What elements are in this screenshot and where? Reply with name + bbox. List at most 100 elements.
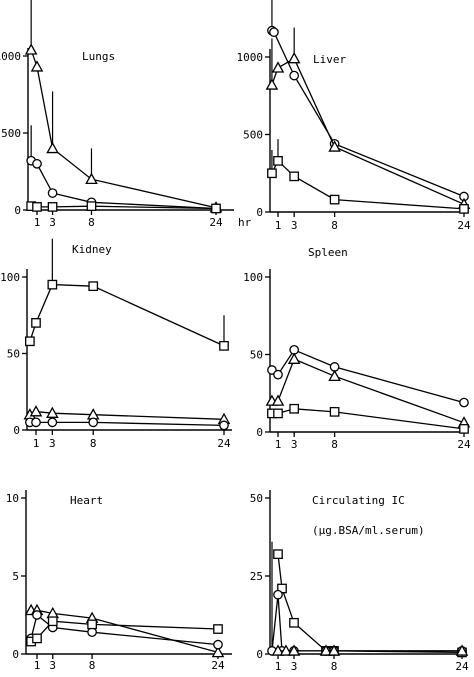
triangle-marker xyxy=(29,405,43,417)
square-marker xyxy=(32,202,42,212)
x-tick-label: 1 xyxy=(275,438,282,451)
square-marker xyxy=(289,403,300,414)
triangle-marker xyxy=(85,172,98,185)
circle-marker xyxy=(273,369,283,380)
panel-6: 0 25 50 1 3 8 24 Circulating IC (µg.BSA/ml.serum… xyxy=(250,490,469,673)
series-line xyxy=(271,594,462,652)
y-tick-label: 0 xyxy=(256,648,263,661)
y-tick-label: 1000 xyxy=(237,51,264,64)
series-circle xyxy=(267,0,469,202)
x-tick-label: 24 xyxy=(211,659,225,672)
y-tick-label: 500 xyxy=(243,129,263,142)
triangle-marker xyxy=(328,140,341,152)
circle-marker xyxy=(31,417,41,428)
series-line xyxy=(30,620,219,643)
y-tick-label: 50 xyxy=(250,492,263,505)
circle-marker xyxy=(213,639,223,650)
panel-4: 0 50 100 1 3 8 24 Spleen xyxy=(243,246,471,451)
x-tick-label: 8 xyxy=(90,437,97,450)
square-marker xyxy=(219,340,229,351)
triangle-marker xyxy=(327,644,341,656)
axes xyxy=(269,269,464,433)
series-line xyxy=(277,554,463,654)
series-circle xyxy=(25,417,229,431)
square-marker xyxy=(32,633,42,644)
triangle-marker xyxy=(319,644,333,656)
x-tick-label: 24 xyxy=(457,219,471,232)
axes xyxy=(25,490,232,655)
panel-2: 0 500 1000 1 3 8 24 Liver xyxy=(237,0,471,232)
triangle-marker xyxy=(271,644,285,656)
series-triangle xyxy=(24,0,223,213)
panel-title: Lungs xyxy=(82,50,115,63)
triangle-marker xyxy=(271,394,285,406)
circle-marker xyxy=(88,417,99,428)
series-triangle xyxy=(265,27,471,210)
series-square xyxy=(267,139,469,214)
series-line xyxy=(29,421,225,427)
x-tick-label: 1 xyxy=(275,219,282,232)
series-line xyxy=(271,358,465,424)
x-tick-label: 1 xyxy=(33,437,40,450)
series-line xyxy=(29,410,225,420)
x-tick-label: 3 xyxy=(291,660,298,673)
triangle-marker xyxy=(211,645,225,658)
triangle-marker xyxy=(455,644,469,656)
panel-3: 0 50 100 1 3 8 24 Kidney xyxy=(0,238,232,450)
series-square xyxy=(267,403,469,434)
series-square xyxy=(26,616,223,647)
series-circle xyxy=(267,541,467,656)
square-marker xyxy=(87,619,97,630)
series-triangle xyxy=(265,352,471,428)
square-marker xyxy=(213,624,223,634)
square-marker xyxy=(47,616,58,627)
square-marker xyxy=(459,204,469,214)
x-tick-label: 24 xyxy=(455,660,469,673)
panel-title: Liver xyxy=(313,53,346,66)
square-marker xyxy=(289,617,299,628)
series-line xyxy=(30,613,219,646)
y-tick-label: 100 xyxy=(0,271,20,284)
x-tick-label: 3 xyxy=(49,216,56,229)
square-marker xyxy=(459,424,469,434)
triangle-marker xyxy=(265,78,279,90)
triangle-marker xyxy=(287,644,301,656)
square-marker xyxy=(273,155,283,166)
square-marker xyxy=(329,406,340,417)
circle-marker xyxy=(273,589,283,600)
axes xyxy=(26,269,232,431)
square-marker xyxy=(25,336,35,347)
x-tick-label: 3 xyxy=(291,438,298,451)
x-tick-label: 8 xyxy=(89,659,96,672)
y-tick-label: 0 xyxy=(14,204,21,217)
circle-marker xyxy=(47,188,58,198)
panel-title: Kidney xyxy=(72,243,112,256)
y-tick-label: 50 xyxy=(7,348,20,361)
circle-marker xyxy=(32,610,42,620)
x-tick-label: 8 xyxy=(331,438,338,451)
triangle-marker xyxy=(279,644,293,656)
series-triangle xyxy=(23,405,231,425)
y-tick-label: 500 xyxy=(1,127,21,140)
triangle-marker xyxy=(328,369,341,382)
axes xyxy=(27,48,234,211)
triangle-marker xyxy=(30,60,44,72)
x-tick-label: 1 xyxy=(275,660,282,673)
panel-title: Heart xyxy=(70,494,103,507)
x-tick-label: 3 xyxy=(49,437,56,450)
y-tick-label: 100 xyxy=(243,271,263,284)
square-marker xyxy=(31,318,41,328)
panel-1: 0 500 1000 13 8 24 hr Lungs xyxy=(0,0,252,229)
panel-5: 0 5 10 1 3 8 24 Heart xyxy=(6,490,232,672)
circle-marker xyxy=(219,420,229,431)
series-triangle xyxy=(271,644,469,656)
series-square xyxy=(273,549,467,658)
panel-title: Circulating IC xyxy=(312,494,405,507)
x-tick-label: 8 xyxy=(331,660,338,673)
x-tick-label: 8 xyxy=(88,216,95,229)
square-marker xyxy=(289,171,300,182)
y-tick-label: 5 xyxy=(12,570,19,583)
axes xyxy=(269,49,464,213)
series-line xyxy=(271,349,465,404)
